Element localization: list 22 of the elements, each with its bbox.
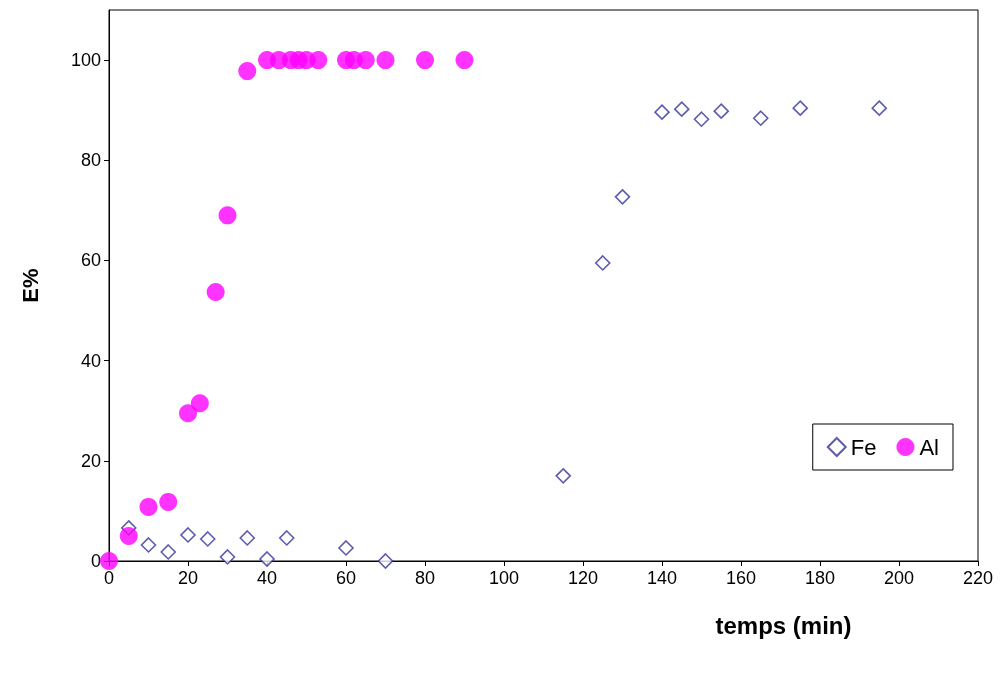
y-tick-label: 0 <box>90 551 101 571</box>
x-tick-label: 60 <box>335 568 357 588</box>
x-tick-label: 20 <box>177 568 199 588</box>
x-tick-label: 120 <box>567 568 599 588</box>
y-axis-title: E% <box>17 268 43 303</box>
y-tick-label: 60 <box>80 250 101 271</box>
x-tick-label: 160 <box>725 568 757 588</box>
x-tick-label: 80 <box>414 568 436 588</box>
y-tick-label: 40 <box>80 350 101 371</box>
x-tick-label: 0 <box>103 568 115 588</box>
x-tick-label: 180 <box>804 568 836 588</box>
legend-label: Al <box>919 434 939 460</box>
y-tick-label: 80 <box>80 150 101 171</box>
x-axis-title: temps (min) <box>715 611 852 639</box>
y-tick-label: 100 <box>70 50 101 71</box>
x-tick-label: 200 <box>883 568 915 588</box>
x-tick-label: 220 <box>962 568 994 588</box>
x-tick-label: 40 <box>256 568 278 588</box>
y-tick-label: 20 <box>80 450 101 471</box>
x-tick-label: 100 <box>488 568 520 588</box>
x-tick-label: 140 <box>646 568 678 588</box>
legend-label: Fe <box>850 434 877 460</box>
